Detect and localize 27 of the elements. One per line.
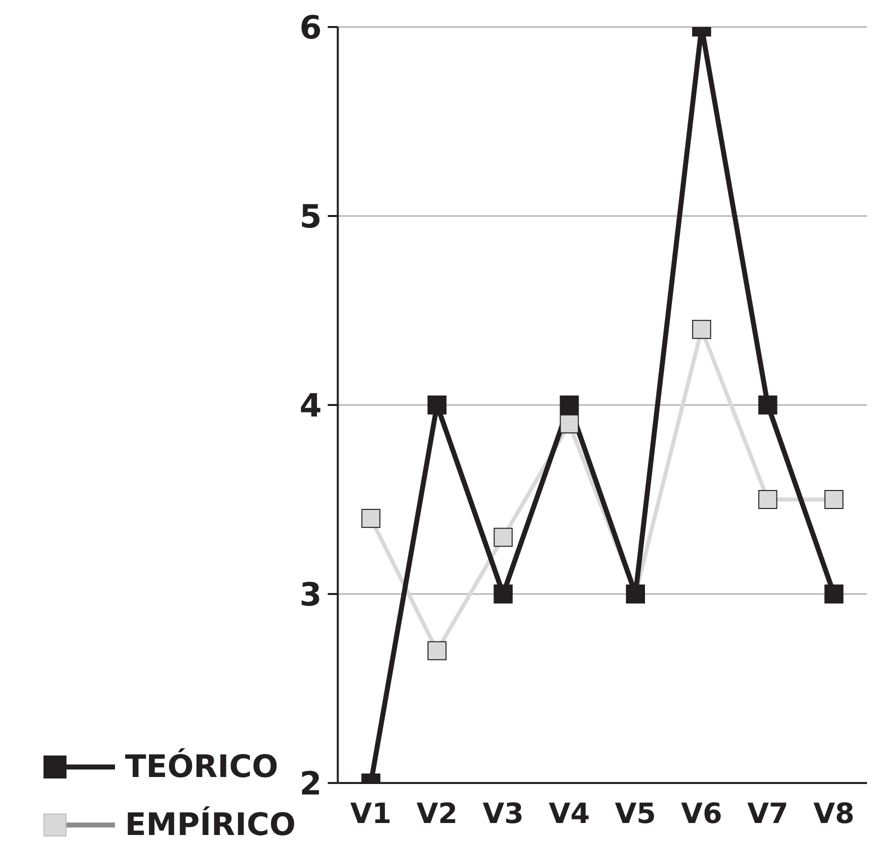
- y-tick-label: 5: [300, 197, 322, 236]
- point: [560, 396, 579, 414]
- point: [361, 508, 380, 528]
- x-tick-label: V1: [350, 796, 392, 830]
- point: [824, 584, 844, 604]
- x-tick-label: V6: [681, 796, 722, 830]
- x-tick-label: V3: [482, 796, 524, 830]
- y-tick-label: 6: [300, 8, 322, 46]
- point: [428, 641, 447, 660]
- point: [428, 396, 447, 414]
- x-tick-label: V7: [747, 796, 788, 830]
- x-tick-label: V4: [548, 796, 590, 830]
- x-tick-label: V2: [416, 796, 458, 830]
- legend-label: EMPÍRICO: [125, 807, 296, 843]
- point: [494, 528, 513, 547]
- y-tick-label: 3: [300, 575, 322, 614]
- legend-label: TEÓRICO: [125, 749, 278, 785]
- point: [824, 490, 844, 509]
- point: [692, 320, 712, 339]
- point: [560, 414, 579, 434]
- point: [758, 396, 778, 414]
- x-tick-label: V8: [813, 796, 855, 830]
- x-tick-label: V5: [614, 796, 656, 830]
- point: [494, 584, 513, 604]
- point: [758, 490, 778, 509]
- y-tick-label: 2: [300, 764, 322, 802]
- y-tick-label: 4: [300, 386, 322, 424]
